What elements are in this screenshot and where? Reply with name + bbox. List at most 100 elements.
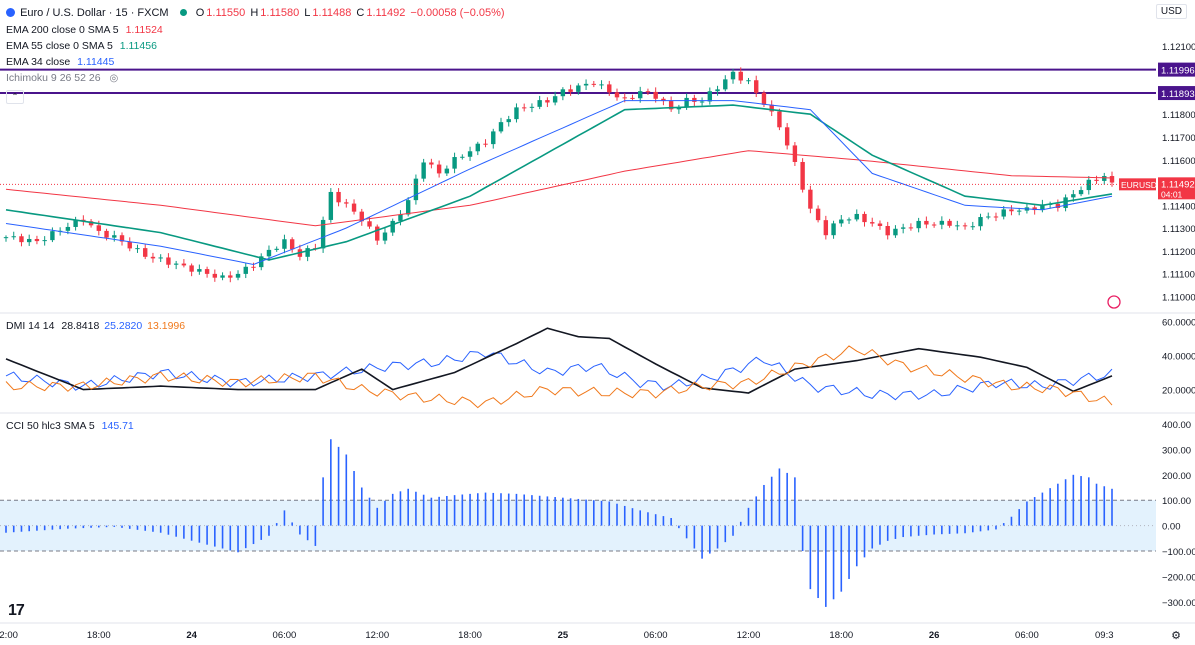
candle-body xyxy=(939,220,945,225)
cci-legend[interactable]: CCI 50 hlc3 SMA 5 145.71 xyxy=(6,420,134,432)
price-axis xyxy=(1156,0,1195,645)
candle-body xyxy=(715,89,720,92)
gear-icon[interactable]: ⚙ xyxy=(1171,630,1181,642)
candle-body xyxy=(846,219,852,221)
candle-body xyxy=(537,100,542,107)
candle-body xyxy=(436,164,442,174)
open-label: O xyxy=(195,7,205,19)
candle-body xyxy=(143,248,148,257)
candle-body xyxy=(877,223,883,226)
candle-body xyxy=(900,227,906,229)
time-tick-label: 18:00 xyxy=(829,630,853,641)
change-value: −0.00058 (−0.05%) xyxy=(410,7,505,19)
time-tick-label: 06:00 xyxy=(644,630,668,641)
candle-body xyxy=(777,111,782,128)
candle-body xyxy=(653,91,658,99)
candle-body xyxy=(189,265,194,272)
candle-body xyxy=(243,266,248,274)
candle-body xyxy=(1063,197,1068,208)
symbol-icon xyxy=(6,8,15,17)
candle-body xyxy=(50,231,55,241)
candle-body xyxy=(707,91,713,102)
candle-body xyxy=(119,235,125,242)
candle-body xyxy=(413,178,419,201)
dmi-value-1: 28.8418 xyxy=(61,320,100,332)
cci-tick-label: 400.00 xyxy=(1162,420,1191,431)
candle-body xyxy=(344,202,349,204)
dmi-line-1 xyxy=(5,327,1113,394)
candle-body xyxy=(1071,194,1076,198)
dmi-tick-label: 20.0000 xyxy=(1162,386,1195,397)
candle-body xyxy=(529,106,535,108)
candle-body xyxy=(274,248,279,250)
candle-body xyxy=(800,161,805,190)
candle-body xyxy=(583,83,589,86)
cci-label: CCI 50 hlc3 SMA 5 xyxy=(6,420,95,432)
dmi-label: DMI 14 14 xyxy=(6,320,55,332)
candle-body xyxy=(962,225,968,227)
time-tick-label: 18:00 xyxy=(458,630,482,641)
candle-body xyxy=(993,216,999,218)
tradingview-logo-icon[interactable]: 17 xyxy=(8,602,25,619)
dmi-legend[interactable]: DMI 14 14 28.8418 25.2820 13.1996 xyxy=(6,320,185,332)
cci-tick-label: 100.00 xyxy=(1162,496,1191,507)
candle-body xyxy=(421,162,426,179)
ema200-legend[interactable]: EMA 200 close 0 SMA 5 1.11524 xyxy=(6,24,163,36)
symbol-title[interactable]: Euro / U.S. Dollar · 15 · FXCM xyxy=(20,7,169,19)
candle-body xyxy=(135,248,140,250)
ichimoku-label: Ichimoku 9 26 52 26 xyxy=(6,72,101,84)
ema34-legend[interactable]: EMA 34 close 1.11445 xyxy=(6,56,114,68)
candle-body xyxy=(947,220,952,226)
candle-body xyxy=(104,230,109,238)
candle-body xyxy=(607,84,612,93)
price-tick-label: 1.11600 xyxy=(1162,156,1195,167)
dmi-value-2: 25.2820 xyxy=(104,320,143,332)
candle-body xyxy=(808,189,813,209)
level-price-label: 1.11893 xyxy=(1161,89,1195,100)
cci-tick-label: 200.00 xyxy=(1162,471,1191,482)
candle-body xyxy=(127,241,132,249)
candle-body xyxy=(738,71,743,81)
ema200-value: 1.11524 xyxy=(125,24,163,36)
candle-body xyxy=(854,213,859,220)
candle-body xyxy=(924,220,929,225)
candle-body xyxy=(614,92,620,98)
market-status-icon xyxy=(179,9,187,16)
collapse-legend-button[interactable]: ⌃ xyxy=(6,90,24,104)
candle-body xyxy=(560,89,566,97)
candle-body xyxy=(723,79,728,90)
candle-body xyxy=(367,221,372,227)
close-value: 1.11492 xyxy=(366,7,406,19)
ichimoku-legend[interactable]: Ichimoku 9 26 52 26 ◎ xyxy=(6,72,118,84)
symbol-tag xyxy=(1119,178,1156,191)
countdown-label: 04:01 xyxy=(1161,189,1183,199)
candle-body xyxy=(514,107,519,120)
candle-body xyxy=(460,156,465,158)
currency-button[interactable]: USD xyxy=(1155,4,1187,19)
candle-body xyxy=(251,266,256,268)
dmi-line-2 xyxy=(5,345,1113,409)
eye-hidden-icon[interactable]: ◎ xyxy=(109,73,119,84)
time-tick-label: 25 xyxy=(558,630,569,641)
candle-body xyxy=(491,131,496,145)
ema55-legend[interactable]: EMA 55 close 0 SMA 5 1.11456 xyxy=(6,40,157,52)
candle-body xyxy=(645,91,651,93)
candle-body xyxy=(220,275,225,278)
candle-body xyxy=(1094,179,1099,181)
candle-body xyxy=(599,84,604,86)
candle-body xyxy=(1109,176,1115,183)
candle-body xyxy=(1032,207,1037,211)
candle-body xyxy=(282,239,287,249)
candle-body xyxy=(266,249,272,257)
time-tick-label: 18:00 xyxy=(87,630,111,641)
price-tick-label: 1.11300 xyxy=(1162,224,1195,235)
candle-body xyxy=(622,97,627,99)
candle-body xyxy=(328,191,334,220)
candle-body xyxy=(699,101,705,103)
candle-body xyxy=(862,213,867,223)
candle-body xyxy=(112,235,117,238)
candle-body xyxy=(815,208,821,221)
candle-body xyxy=(831,223,836,236)
close-label: C xyxy=(356,7,365,19)
high-value: 1.11580 xyxy=(260,7,300,19)
